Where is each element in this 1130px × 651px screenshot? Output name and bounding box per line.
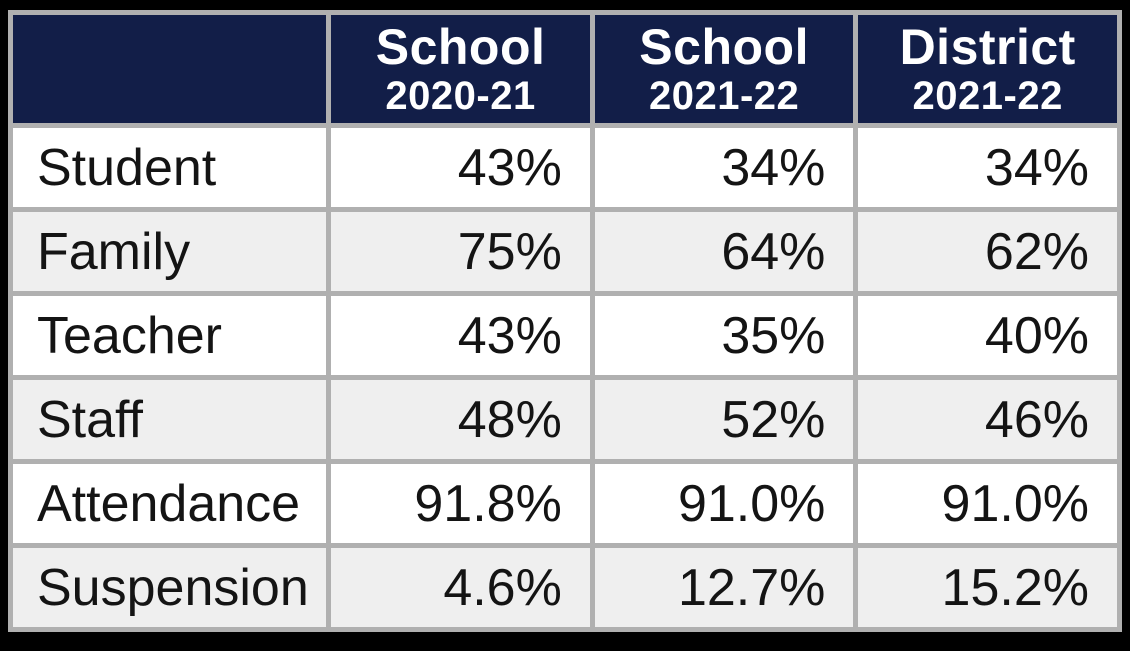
cell-value: 34% — [853, 123, 1122, 212]
table-row-staff: Staff 48% 52% 46% — [7, 375, 1122, 464]
cell-value: 40% — [853, 291, 1122, 380]
cell-value: 46% — [853, 375, 1122, 464]
table-row-student: Student 43% 34% 34% — [7, 123, 1122, 212]
column-header-sub: 2020-21 — [385, 74, 536, 118]
cell-value: 12.7% — [589, 543, 859, 632]
row-label: Teacher — [7, 291, 332, 380]
cell-value: 35% — [589, 291, 859, 380]
cell-value: 91.8% — [326, 459, 595, 548]
column-header-sub: 2021-22 — [648, 74, 800, 118]
table-body: Student 43% 34% 34% Family 75% 64% 62% T… — [7, 123, 1122, 632]
table-row-teacher: Teacher 43% 35% 40% — [7, 291, 1122, 380]
row-label: Attendance — [7, 459, 332, 548]
column-header-main: School — [639, 19, 809, 75]
column-header-main: School — [375, 19, 546, 75]
table-row-suspension: Suspension 4.6% 12.7% 15.2% — [7, 543, 1122, 632]
school-district-stats-table: School 2020-21 School 2021-22 District 2… — [7, 10, 1122, 632]
header-row: School 2020-21 School 2021-22 District 2… — [7, 10, 1122, 128]
table-row-family: Family 75% 64% 62% — [7, 207, 1122, 296]
table-header: School 2020-21 School 2021-22 District 2… — [7, 10, 1122, 128]
cell-value: 91.0% — [853, 459, 1122, 548]
cell-value: 91.0% — [589, 459, 859, 548]
column-header-school-2021-22: School 2021-22 — [589, 10, 859, 128]
cell-value: 15.2% — [853, 543, 1122, 632]
cell-value: 48% — [326, 375, 595, 464]
column-header-school-2020-21: School 2020-21 — [326, 10, 595, 128]
column-header-district-2021-22: District 2021-22 — [853, 10, 1122, 128]
column-header-sub: 2021-22 — [912, 74, 1063, 118]
cell-value: 43% — [326, 291, 595, 380]
row-label: Family — [7, 207, 332, 296]
row-label: Staff — [7, 375, 332, 464]
row-label: Suspension — [7, 543, 332, 632]
cell-value: 62% — [853, 207, 1122, 296]
cell-value: 64% — [589, 207, 859, 296]
cell-value: 34% — [589, 123, 859, 212]
table-row-attendance: Attendance 91.8% 91.0% 91.0% — [7, 459, 1122, 548]
column-header-main: District — [899, 19, 1076, 75]
cell-value: 52% — [589, 375, 859, 464]
corner-cell-empty — [7, 10, 332, 128]
cell-value: 43% — [326, 123, 595, 212]
cell-value: 75% — [326, 207, 595, 296]
row-label: Student — [7, 123, 332, 212]
cell-value: 4.6% — [326, 543, 595, 632]
